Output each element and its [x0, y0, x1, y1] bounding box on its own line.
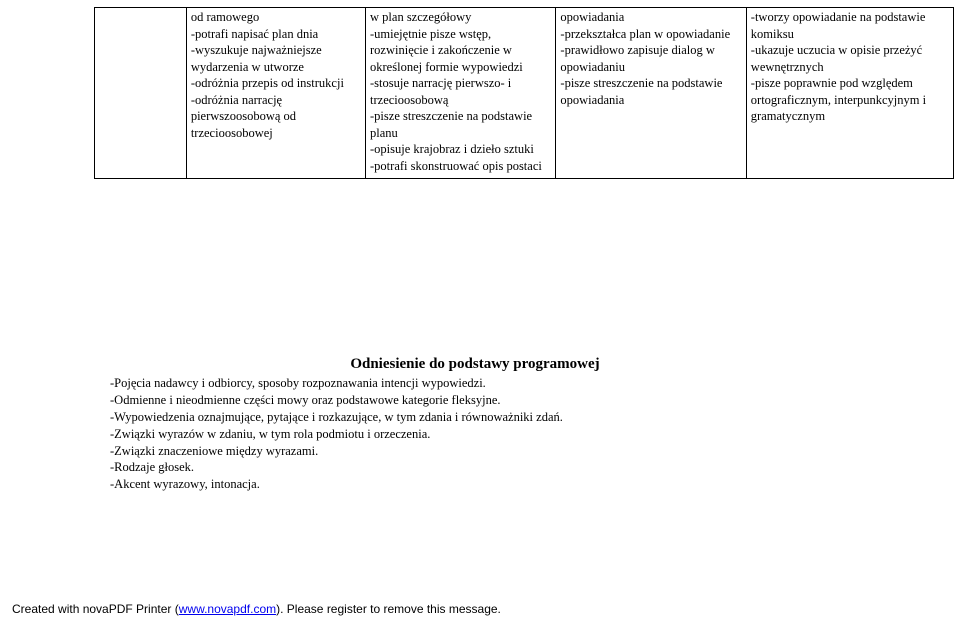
footer-prefix: Created with novaPDF Printer (: [12, 602, 179, 616]
cell-5: -tworzy opowiadanie na podstawie komiksu…: [746, 8, 953, 179]
section-line: -Odmienne i nieodmienne części mowy oraz…: [110, 392, 840, 409]
content-table: od ramowego -potrafi napisać plan dnia -…: [94, 7, 954, 179]
cell-3: w plan szczegółowy -umiejętnie pisze wst…: [366, 8, 556, 179]
cell-2: od ramowego -potrafi napisać plan dnia -…: [186, 8, 365, 179]
pdf-footer: Created with novaPDF Printer (www.novapd…: [12, 602, 501, 616]
footer-suffix: ). Please register to remove this messag…: [276, 602, 501, 616]
section-line: -Wypowiedzenia oznajmujące, pytające i r…: [110, 409, 840, 426]
section-line: -Związki wyrazów w zdaniu, w tym rola po…: [110, 426, 840, 443]
section-line: -Pojęcia nadawcy i odbiorcy, sposoby roz…: [110, 375, 840, 392]
curriculum-section: Odniesienie do podstawy programowej -Poj…: [110, 356, 840, 493]
section-line: -Rodzaje głosek.: [110, 459, 840, 476]
section-line: -Akcent wyrazowy, intonacja.: [110, 476, 840, 493]
section-heading: Odniesienie do podstawy programowej: [110, 356, 840, 373]
cell-4: opowiadania -przekształca plan w opowiad…: [556, 8, 746, 179]
cell-1: [95, 8, 187, 179]
section-line: -Związki znaczeniowe między wyrazami.: [110, 443, 840, 460]
footer-link[interactable]: www.novapdf.com: [179, 602, 276, 616]
